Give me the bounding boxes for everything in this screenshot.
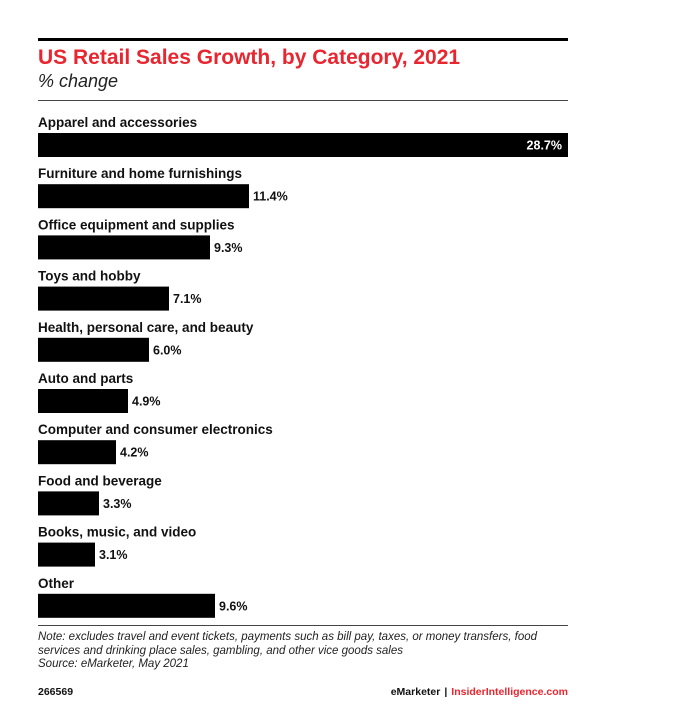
bar (38, 542, 95, 567)
brand-emarketer: eMarketer (390, 686, 441, 698)
bar (38, 133, 568, 157)
chart-subtitle: % change (38, 71, 119, 91)
bar (38, 286, 169, 311)
footer-divider (38, 625, 568, 626)
bar (38, 593, 215, 618)
bar (38, 491, 99, 516)
value-label: 3.1% (99, 548, 128, 562)
value-label: 6.0% (153, 343, 182, 357)
category-label: Books, music, and video (38, 525, 196, 540)
brand-footer: eMarketer | InsiderIntelligence.com (391, 686, 568, 698)
value-label: 9.3% (214, 241, 243, 255)
bar (38, 184, 249, 209)
value-label: 3.3% (103, 497, 132, 511)
header-divider (38, 100, 568, 101)
value-label: 28.7% (527, 139, 562, 153)
value-label: 7.1% (173, 292, 202, 306)
category-label: Apparel and accessories (38, 115, 197, 130)
bar (38, 337, 149, 362)
value-label: 4.2% (120, 446, 149, 460)
category-label: Toys and hobby (38, 269, 141, 284)
bar (38, 389, 128, 413)
category-label: Computer and consumer electronics (38, 422, 273, 437)
top-rule (38, 38, 568, 41)
category-label: Auto and parts (38, 371, 133, 386)
value-label: 11.4% (253, 190, 288, 204)
source-text: Source: eMarketer, May 2021 (38, 658, 189, 671)
value-label: 9.6% (219, 599, 248, 613)
note-text: Note: excludes travel and event tickets,… (38, 631, 538, 657)
brand-insider-link[interactable]: InsiderIntelligence.com (451, 686, 568, 698)
bar (38, 235, 210, 260)
chart-id: 266569 (38, 686, 74, 698)
category-label: Furniture and home furnishings (38, 166, 242, 181)
category-label: Health, personal care, and beauty (38, 320, 254, 335)
value-label: 4.9% (132, 395, 161, 409)
category-label: Food and beverage (38, 473, 162, 488)
chart-notes: Note: excludes travel and event tickets,… (38, 631, 578, 672)
brand-separator: | (444, 686, 448, 698)
category-label: Other (38, 576, 75, 591)
category-label: Office equipment and supplies (38, 217, 235, 232)
bar (38, 440, 116, 465)
chart-title: US Retail Sales Growth, by Category, 202… (38, 46, 461, 69)
